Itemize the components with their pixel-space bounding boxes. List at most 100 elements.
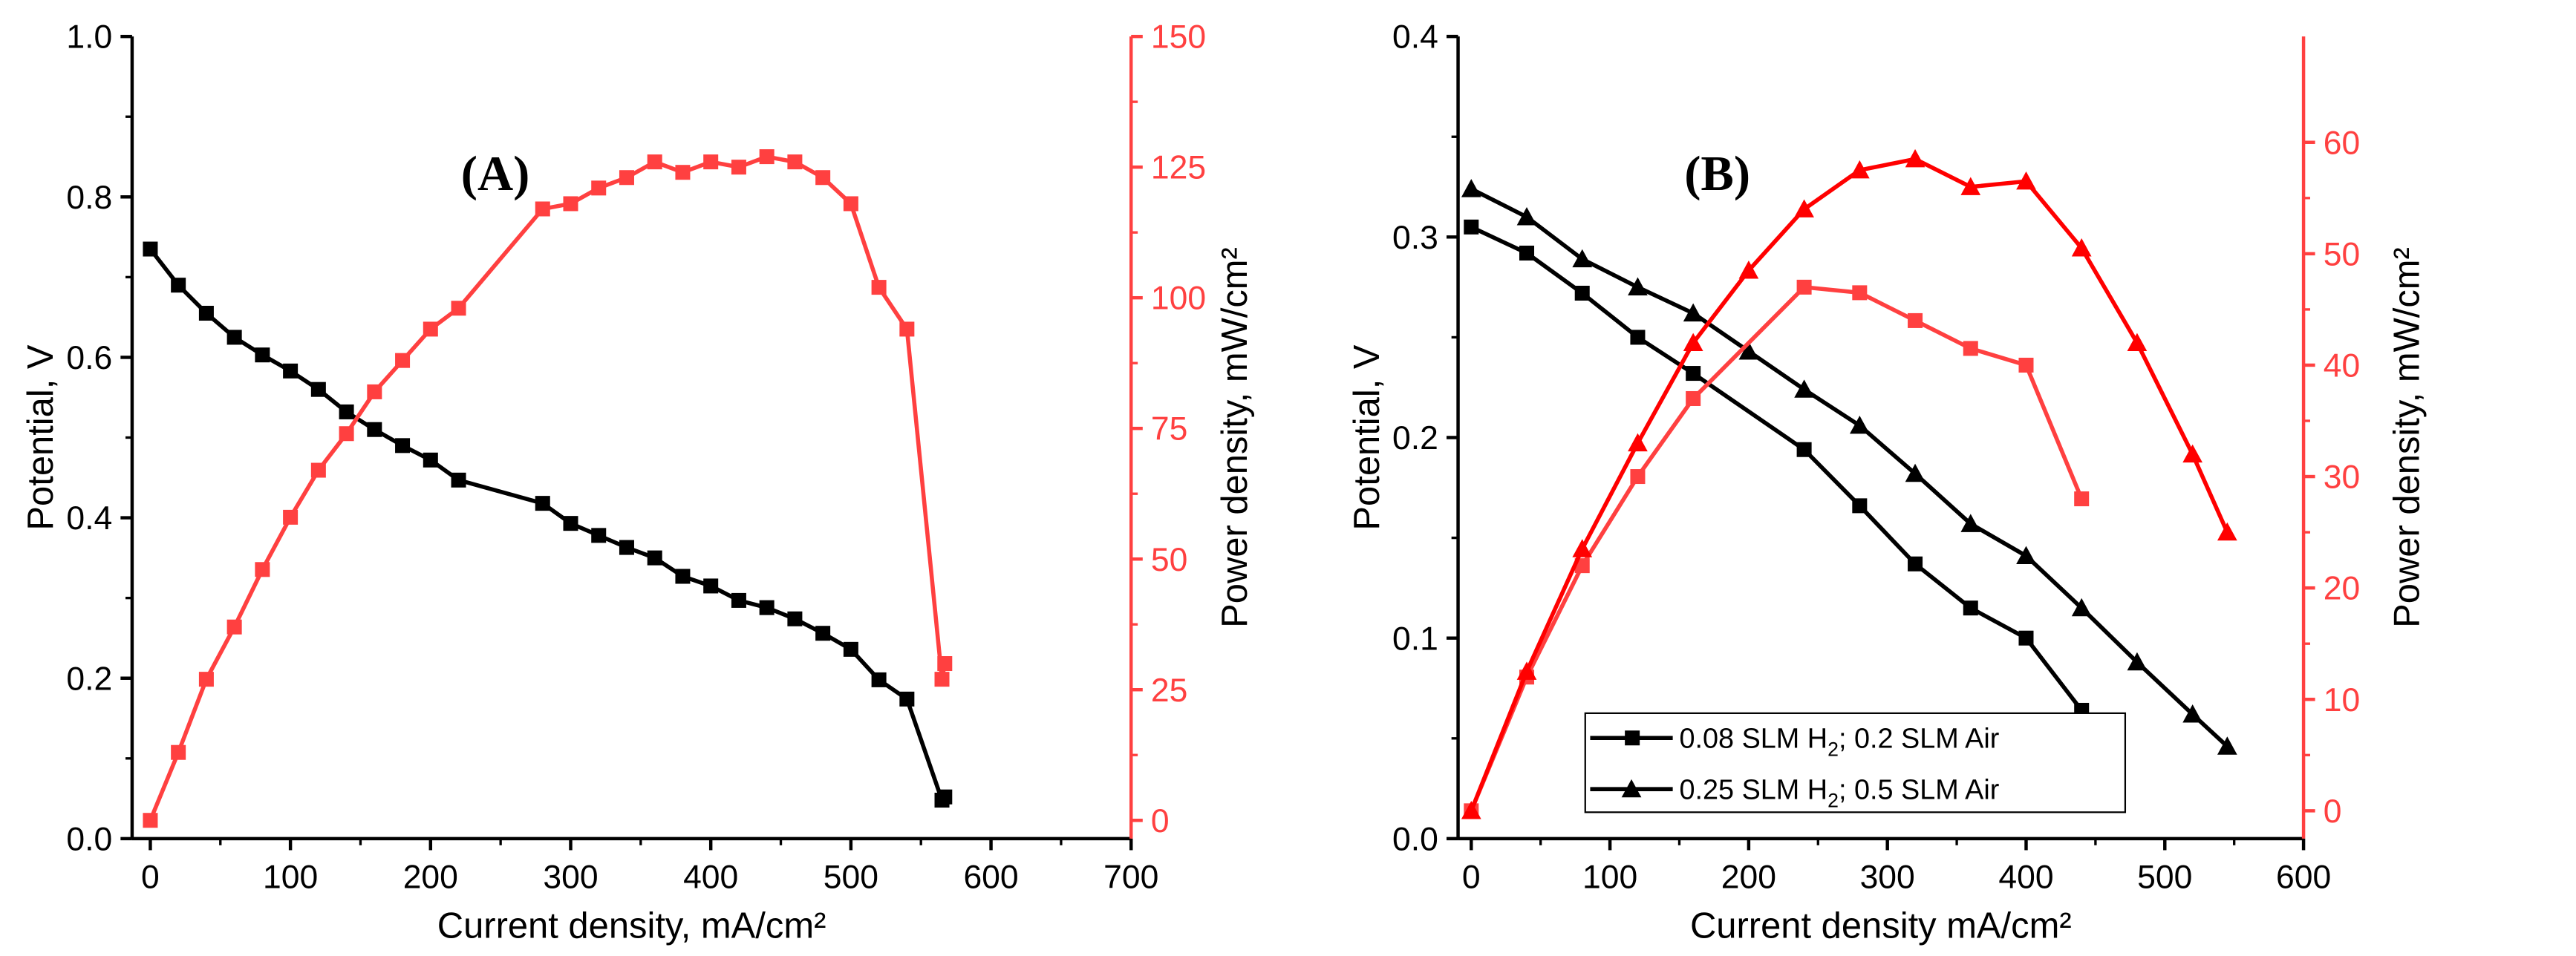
data-point-square <box>283 363 299 379</box>
legend-triangle-marker <box>1621 779 1642 798</box>
y2-axis-title: Power density, mW/cm² <box>2387 247 2427 628</box>
y2-axis-title: Power density, mW/cm² <box>1215 247 1255 628</box>
y2-tick-label: 30 <box>2324 459 2360 496</box>
data-point-triangle <box>1572 539 1593 557</box>
data-point-square <box>1908 312 1923 328</box>
data-point-square <box>1852 285 1868 301</box>
data-point-triangle <box>2127 333 2148 352</box>
data-point-square <box>675 569 691 584</box>
x-tick-label: 100 <box>1582 860 1637 896</box>
chart-b: 0 100 200 300 400 500 600 0.0 0.1 0.2 0.3 0.4 0 10 20 3… <box>1347 19 2427 946</box>
data-point-square <box>591 180 607 196</box>
data-point-triangle <box>1794 379 1814 398</box>
series-line <box>149 247 947 805</box>
y-axis-title: Potential, V <box>21 344 61 530</box>
data-point-square <box>899 691 915 707</box>
x-tick-label: 600 <box>963 860 1018 896</box>
data-point-square <box>563 196 578 212</box>
series-0 <box>1464 219 2090 718</box>
data-point-square <box>310 382 326 397</box>
data-point-square <box>787 611 803 626</box>
data-point-square <box>535 496 550 511</box>
data-point-triangle <box>1628 277 1648 296</box>
data-point-square <box>367 422 382 437</box>
data-point-triangle <box>2217 522 2237 541</box>
series-line <box>1470 187 2229 748</box>
data-point-triangle <box>1683 333 1703 352</box>
data-point-square <box>899 321 915 337</box>
y2-tick-label: 50 <box>1151 542 1187 578</box>
data-point-square <box>339 426 354 442</box>
data-point-square <box>535 201 550 217</box>
data-point-triangle <box>1738 341 1759 360</box>
y2-tick-label: 50 <box>2324 236 2360 272</box>
legend-text: 0.08 SLM H <box>1680 724 1828 755</box>
x-tick-label: 200 <box>1721 860 1776 896</box>
data-point-square <box>1574 285 1590 301</box>
y-tick-label: 0.2 <box>1392 420 1438 456</box>
data-point-square <box>395 353 411 368</box>
x-tick-label: 500 <box>824 860 878 896</box>
series-1 <box>1461 179 2237 755</box>
series-3 <box>1461 148 2237 819</box>
data-point-square <box>619 170 634 186</box>
series-line <box>148 154 948 822</box>
legend-text: 0.25 SLM H <box>1680 775 1828 806</box>
data-point-triangle <box>1960 177 1981 195</box>
series-1 <box>143 149 953 828</box>
data-point-square <box>143 813 158 828</box>
y-tick-label: 1.0 <box>66 19 112 56</box>
data-point-square <box>423 452 438 468</box>
data-point-square <box>2018 357 2034 373</box>
data-point-square <box>703 578 719 594</box>
data-point-square <box>1519 245 1535 261</box>
y-tick-label: 0.1 <box>1392 621 1438 657</box>
data-point-square <box>1796 442 1812 457</box>
x-tick-label: 300 <box>543 860 598 896</box>
y-tick-label: 0.0 <box>1392 821 1438 857</box>
y2-tick-label: 20 <box>2324 571 2360 607</box>
data-point-square <box>171 278 186 293</box>
data-point-square <box>675 165 691 180</box>
y2-tick-label: 10 <box>2324 682 2360 718</box>
data-point-square <box>367 384 382 399</box>
data-point-square <box>198 305 214 321</box>
x-tick-label: 500 <box>2137 860 2192 896</box>
data-point-square <box>1630 469 1646 485</box>
data-point-square <box>395 438 411 454</box>
data-point-triangle <box>1849 415 1870 434</box>
data-point-square <box>2018 630 2034 646</box>
data-point-square <box>339 404 354 419</box>
data-point-triangle <box>2071 598 2092 617</box>
y2-tick-label: 0 <box>1151 803 1170 839</box>
x-tick-label: 200 <box>403 860 458 896</box>
data-point-square <box>171 744 186 760</box>
chart-a: 0 100 200 300 400 500 600 7000.00.20.40.60.81.0… <box>21 19 1255 946</box>
y-axis-title: Potential, V <box>1347 344 1387 530</box>
data-point-square <box>1796 279 1812 295</box>
data-point-square <box>1630 330 1646 345</box>
data-point-square <box>1963 341 1978 356</box>
y2-tick-label: 40 <box>2324 348 2360 384</box>
data-point-square <box>647 154 662 170</box>
data-point-square <box>759 149 775 165</box>
y-tick-label: 0.6 <box>66 340 112 376</box>
legend-label: 0.25 SLM H2; 0.5 SLM Air <box>1680 775 2000 812</box>
legend-subscript: 2 <box>1827 739 1839 761</box>
data-point-triangle <box>2217 736 2237 755</box>
legend-text: ; 0.5 SLM Air <box>1839 775 1999 806</box>
data-point-square <box>787 154 803 170</box>
data-point-square <box>283 509 299 525</box>
data-point-square <box>843 196 858 212</box>
x-tick-label: 0 <box>141 860 160 896</box>
data-point-triangle <box>2016 546 2036 565</box>
x-tick-label: 700 <box>1103 860 1158 896</box>
x-tick-label: 400 <box>1998 860 2053 896</box>
data-point-square <box>563 516 578 531</box>
legend-box <box>1584 712 2127 813</box>
data-point-square <box>226 330 242 345</box>
data-point-triangle <box>1905 148 1926 168</box>
x-tick-label: 400 <box>683 860 738 896</box>
